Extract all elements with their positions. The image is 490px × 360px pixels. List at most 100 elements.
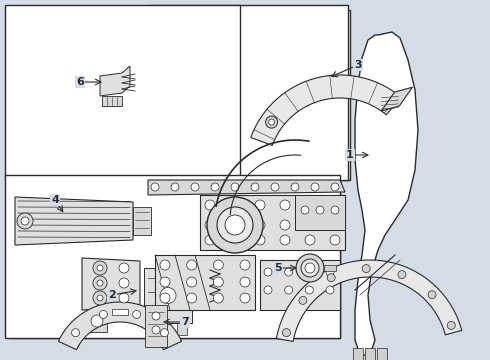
Bar [10,10,245,180]
Circle shape [119,278,129,288]
Circle shape [326,268,334,276]
Circle shape [133,310,141,319]
Circle shape [93,261,107,275]
Bar [133,207,151,235]
Circle shape [230,235,240,245]
Circle shape [211,183,219,191]
Bar [260,260,340,310]
Circle shape [230,200,240,210]
Polygon shape [276,260,462,341]
Polygon shape [144,268,192,323]
Circle shape [225,215,245,235]
Circle shape [280,235,290,245]
Circle shape [97,280,103,286]
Circle shape [299,296,307,304]
Polygon shape [87,310,107,332]
Circle shape [255,235,265,245]
Circle shape [266,116,278,128]
Bar [148,5,348,180]
Circle shape [330,220,340,230]
Text: 5: 5 [274,263,282,273]
Text: 4: 4 [51,195,59,205]
Bar [10,170,340,338]
Circle shape [207,197,263,253]
Circle shape [296,254,324,282]
Bar [148,10,350,180]
Circle shape [311,183,319,191]
Polygon shape [58,302,182,350]
Circle shape [151,183,159,191]
Circle shape [280,220,290,230]
Text: 2: 2 [108,290,116,300]
Text: 1: 1 [346,150,354,160]
Circle shape [205,200,215,210]
Bar [365,348,375,360]
Bar [5,175,340,338]
Circle shape [327,274,335,282]
Circle shape [171,183,179,191]
Polygon shape [102,96,122,106]
Bar [112,309,128,315]
Circle shape [119,293,129,303]
Circle shape [187,277,196,287]
Polygon shape [251,75,401,145]
Circle shape [331,183,339,191]
Circle shape [255,200,265,210]
Polygon shape [355,32,418,355]
Circle shape [231,183,239,191]
Circle shape [240,260,250,270]
Circle shape [152,326,160,334]
Bar [377,348,387,360]
Circle shape [97,265,103,271]
Circle shape [305,286,313,294]
Circle shape [271,183,279,191]
Bar [149,323,159,335]
Circle shape [205,235,215,245]
Circle shape [362,265,370,273]
Text: 6: 6 [76,77,84,87]
Circle shape [305,263,315,273]
Circle shape [240,277,250,287]
Circle shape [305,200,315,210]
Polygon shape [148,180,345,195]
Bar [200,195,345,250]
Circle shape [21,217,29,225]
Circle shape [255,220,265,230]
Circle shape [191,183,199,191]
Circle shape [398,271,406,279]
Circle shape [91,315,103,327]
Bar [155,255,255,310]
Circle shape [285,286,293,294]
Circle shape [230,220,240,230]
Circle shape [217,207,253,243]
Text: 7: 7 [181,317,189,327]
Bar [145,305,167,347]
Circle shape [282,329,291,337]
Circle shape [160,277,170,287]
Circle shape [72,329,79,337]
Circle shape [160,260,170,270]
Circle shape [213,260,223,270]
Circle shape [305,235,315,245]
Circle shape [93,291,107,305]
Circle shape [291,183,299,191]
Circle shape [17,213,33,229]
Circle shape [428,291,436,299]
Circle shape [160,293,170,303]
Circle shape [119,263,129,273]
Circle shape [330,200,340,210]
Bar [295,195,345,230]
Circle shape [152,312,160,320]
Circle shape [93,276,107,290]
Circle shape [285,268,293,276]
Circle shape [305,268,313,276]
Circle shape [331,206,339,214]
Circle shape [205,220,215,230]
Circle shape [305,220,315,230]
Circle shape [97,295,103,301]
Bar [148,10,350,180]
Polygon shape [82,258,140,310]
Text: 3: 3 [354,60,362,70]
Bar [324,265,336,271]
Circle shape [213,277,223,287]
